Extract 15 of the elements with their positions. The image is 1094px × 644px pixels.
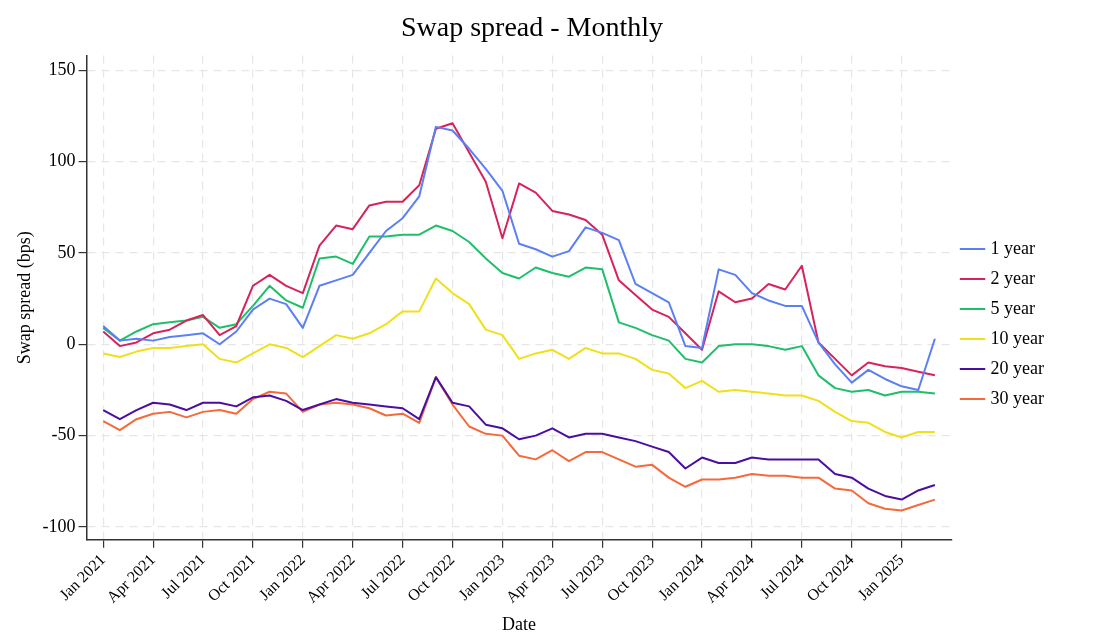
- legend-label: 20 year: [990, 357, 1045, 378]
- x-axis-title: Date: [502, 613, 537, 634]
- chart-title: Swap spread - Monthly: [400, 11, 664, 43]
- y-tick-label: -50: [51, 424, 76, 445]
- legend-label: 10 year: [990, 327, 1045, 348]
- y-tick-label: 0: [66, 333, 76, 354]
- y-tick-label: -100: [42, 515, 76, 536]
- legend-label: 2 year: [990, 267, 1036, 288]
- legend-label: 1 year: [990, 237, 1036, 258]
- y-tick-label: 50: [57, 241, 76, 262]
- y-tick-label: 100: [48, 150, 76, 171]
- y-tick-label: 150: [48, 58, 76, 79]
- legend-label: 30 year: [990, 387, 1045, 408]
- legend-label: 5 year: [990, 297, 1036, 318]
- y-axis-title: Swap spread (bps): [13, 231, 35, 365]
